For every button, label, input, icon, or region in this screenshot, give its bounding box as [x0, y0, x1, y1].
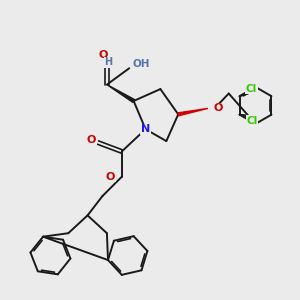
Text: N: N	[141, 124, 150, 134]
Text: O: O	[106, 172, 115, 182]
Text: OH: OH	[132, 59, 150, 69]
Text: O: O	[87, 135, 96, 145]
Polygon shape	[178, 108, 208, 116]
Text: H: H	[104, 57, 112, 67]
Text: Cl: Cl	[247, 116, 258, 126]
Text: O: O	[98, 50, 108, 61]
Polygon shape	[107, 85, 134, 102]
Text: Cl: Cl	[246, 84, 257, 94]
Text: O: O	[213, 103, 223, 113]
